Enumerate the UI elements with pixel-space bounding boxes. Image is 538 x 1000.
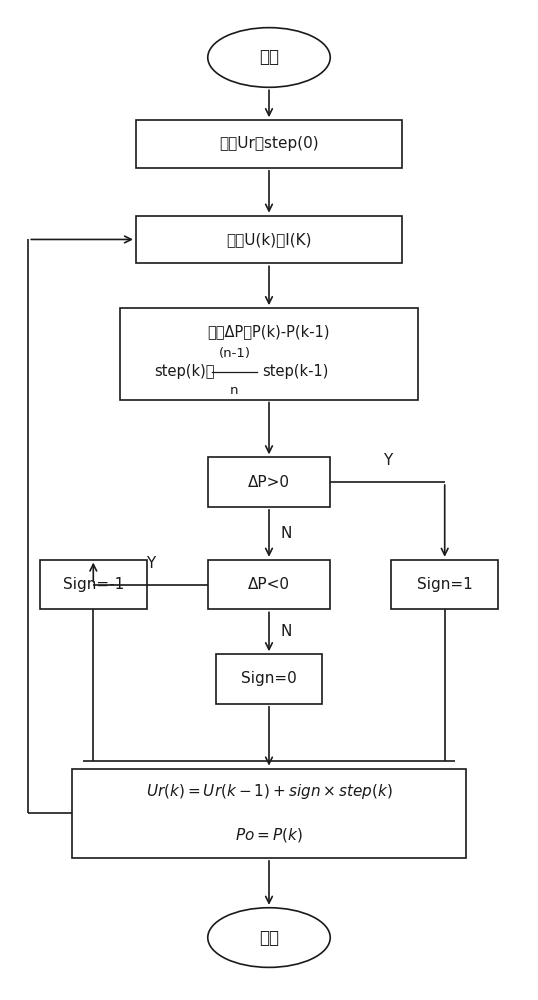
Text: $Ur(k) = Ur(k-1) + sign \times step(k)$: $Ur(k) = Ur(k-1) + sign \times step(k)$ <box>146 782 392 801</box>
Text: $Po = P(k)$: $Po = P(k)$ <box>235 826 303 844</box>
Text: 结束: 结束 <box>259 929 279 947</box>
Bar <box>136 120 402 168</box>
Bar <box>120 308 418 400</box>
Text: Sign=1: Sign=1 <box>417 577 472 592</box>
Text: Sign=-1: Sign=-1 <box>62 577 124 592</box>
Text: ΔP<0: ΔP<0 <box>248 577 290 592</box>
Text: N: N <box>281 526 292 541</box>
Text: step(k-1): step(k-1) <box>262 364 329 379</box>
Text: ΔP>0: ΔP>0 <box>248 475 290 490</box>
Text: 计算ΔP＝P(k)-P(k-1): 计算ΔP＝P(k)-P(k-1) <box>208 324 330 339</box>
Bar <box>72 768 466 858</box>
Text: Y: Y <box>146 556 155 571</box>
Bar <box>392 560 498 609</box>
Text: (n-1): (n-1) <box>218 347 250 360</box>
Text: Sign=0: Sign=0 <box>241 672 297 686</box>
Text: n: n <box>230 384 239 397</box>
Bar <box>216 654 322 704</box>
Text: 开始: 开始 <box>259 48 279 66</box>
Text: N: N <box>281 624 292 639</box>
Text: 检测U(k)、I(K): 检测U(k)、I(K) <box>226 232 312 247</box>
Text: step(k)＝: step(k)＝ <box>154 364 215 379</box>
Bar <box>208 457 330 507</box>
Bar <box>136 216 402 263</box>
Text: 设定Ur和step(0): 设定Ur和step(0) <box>219 136 319 151</box>
Bar <box>208 560 330 609</box>
Bar <box>40 560 146 609</box>
Text: Y: Y <box>383 453 392 468</box>
